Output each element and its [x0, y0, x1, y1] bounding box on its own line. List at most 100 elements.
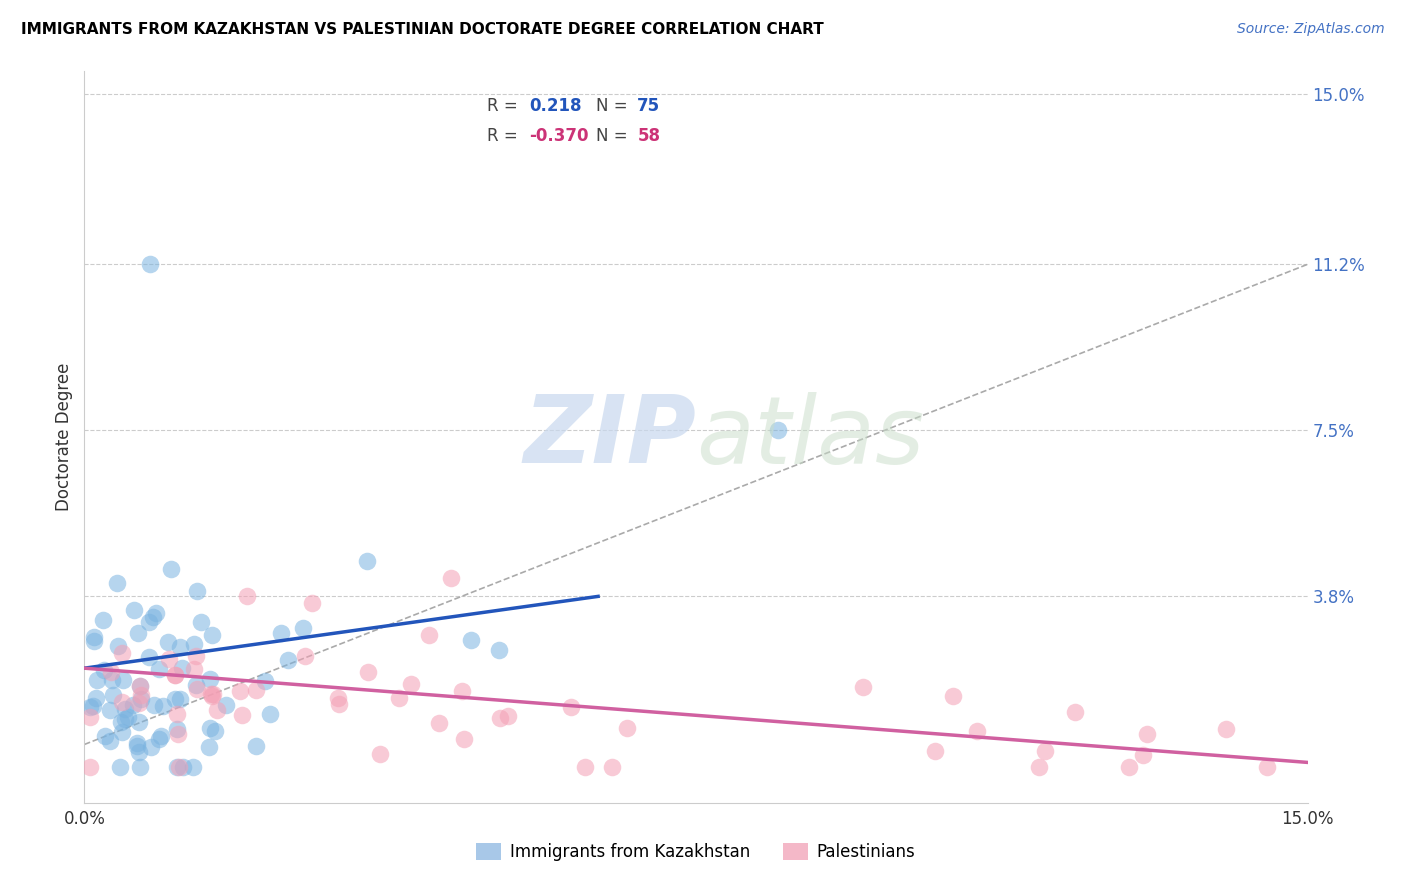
Point [127, 736, 149, 750]
Point [356, 553, 378, 567]
Point [229, 684, 252, 698]
Point [83, 631, 105, 645]
Point [301, 596, 323, 610]
Point [488, 711, 510, 725]
Point [79, 710, 101, 724]
Point [496, 709, 519, 723]
Point [157, 652, 180, 666]
Point [1132, 747, 1154, 762]
Point [82, 699, 104, 714]
Point [294, 648, 316, 663]
Point [111, 673, 134, 687]
Point [111, 695, 134, 709]
Point [1033, 743, 1056, 757]
Point [86, 673, 108, 688]
Text: ZIP: ZIP [523, 391, 696, 483]
Point [159, 562, 181, 576]
Point [201, 627, 224, 641]
Point [128, 696, 150, 710]
Point [127, 625, 149, 640]
Point [98, 703, 121, 717]
Point [1028, 760, 1050, 774]
Point [101, 688, 124, 702]
Text: 75: 75 [637, 97, 661, 115]
Point [111, 646, 134, 660]
Point [766, 423, 789, 437]
Point [150, 729, 173, 743]
Point [453, 732, 475, 747]
Point [418, 628, 440, 642]
Text: R =: R = [486, 127, 523, 145]
Point [245, 682, 267, 697]
Point [277, 653, 299, 667]
Point [129, 679, 152, 693]
Point [138, 615, 160, 630]
Point [200, 673, 222, 687]
Point [183, 637, 205, 651]
Text: atlas: atlas [696, 392, 924, 483]
Point [148, 731, 170, 746]
Point [98, 733, 121, 747]
Point [292, 621, 315, 635]
Point [259, 707, 281, 722]
Point [148, 662, 170, 676]
Point [167, 760, 190, 774]
Point [170, 661, 193, 675]
Point [204, 724, 226, 739]
Point [924, 744, 946, 758]
Point [254, 674, 277, 689]
Point [129, 691, 152, 706]
Point [100, 665, 122, 679]
Point [141, 610, 163, 624]
Point [368, 747, 391, 761]
Point [128, 714, 150, 729]
Text: IMMIGRANTS FROM KAZAKHSTAN VS PALESTINIAN DOCTORATE DEGREE CORRELATION CHART: IMMIGRANTS FROM KAZAKHSTAN VS PALESTINIA… [21, 22, 824, 37]
Text: 0.218: 0.218 [530, 97, 582, 115]
Point [163, 692, 186, 706]
Point [328, 697, 350, 711]
Point [117, 710, 139, 724]
Point [197, 740, 219, 755]
Point [236, 590, 259, 604]
Point [357, 665, 380, 680]
Point [138, 649, 160, 664]
Point [79, 760, 101, 774]
Y-axis label: Doctorate Degree: Doctorate Degree [55, 363, 73, 511]
Point [91, 614, 114, 628]
Point [451, 684, 474, 698]
Point [108, 760, 131, 774]
Point [128, 760, 150, 774]
Point [560, 699, 582, 714]
Point [184, 649, 207, 664]
Text: R =: R = [486, 97, 523, 115]
Point [165, 668, 187, 682]
Point [1118, 760, 1140, 774]
Point [186, 678, 208, 692]
Point [79, 700, 101, 714]
Point [125, 739, 148, 753]
Point [200, 687, 222, 701]
Point [388, 690, 411, 705]
Point [169, 691, 191, 706]
Point [214, 698, 236, 712]
Point [156, 635, 179, 649]
Legend: Immigrants from Kazakhstan, Palestinians: Immigrants from Kazakhstan, Palestinians [470, 836, 922, 868]
Text: -0.370: -0.370 [530, 127, 589, 145]
Point [186, 583, 208, 598]
Point [245, 739, 267, 754]
Point [163, 668, 186, 682]
Point [139, 739, 162, 754]
Point [616, 721, 638, 735]
Point [110, 714, 132, 729]
Point [145, 606, 167, 620]
Point [1256, 760, 1278, 774]
Point [1136, 727, 1159, 741]
Point [326, 690, 349, 705]
Point [152, 698, 174, 713]
Text: N =: N = [596, 127, 633, 145]
Point [966, 724, 988, 739]
Point [202, 688, 225, 702]
Point [1215, 722, 1237, 736]
Point [114, 712, 136, 726]
Point [574, 760, 596, 774]
